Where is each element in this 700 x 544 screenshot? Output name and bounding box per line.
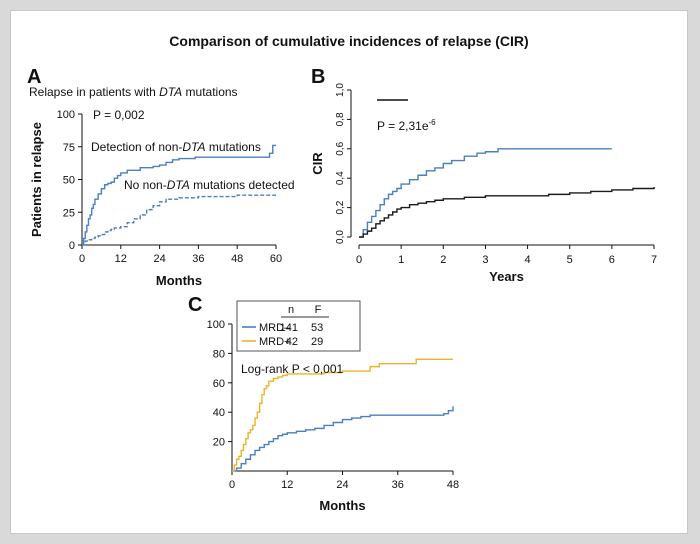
chart-a-y-tick-label: 25 [63,207,75,219]
chart-a-annotation-detected: Detection of non-DTA mutations [91,140,261,154]
chart-c-pvalue: Log-rank P < 0,001 [241,362,344,376]
chart-a-y-tick-label: 50 [63,175,75,187]
chart-a-x-tick-label: 48 [231,253,243,265]
chart-c-x-label: Months [319,498,365,513]
chart-c-legend-box [236,300,361,352]
chart-c-y-tick-label: 40 [213,407,225,419]
chart-a-x-tick-label: 60 [270,253,282,265]
chart-b: B 0,0 0,2 0,4 0,6 0,8 1,0 0 1 2 3 4 5 6 7 Years CIR P = 2… [310,66,657,284]
chart-c-y-tick-label: 100 [207,319,225,331]
chart-c-x-tick-label: 36 [392,479,404,491]
chart-c-series-mrd-neg [232,406,454,472]
panel-label-a: A [27,66,41,88]
chart-a-series-non-dta-detected [82,144,276,246]
chart-c-y-tick-label: 20 [213,437,225,449]
chart-b-x-tick-label: 3 [482,254,488,266]
chart-b-x-tick-label: 4 [525,254,531,266]
chart-a-x-tick-label: 24 [153,253,165,265]
chart-c-x-tick-label: 12 [281,479,293,491]
chart-b-x-tick-label: 0 [356,254,362,266]
chart-c-legend-n: 42 [286,336,298,348]
chart-b-y-label: CIR [310,152,325,175]
chart-c-series-mrd-pos [232,358,453,472]
chart-c-legend-header-n: n [288,304,294,316]
chart-a-x-tick-label: 12 [115,253,127,265]
chart-b-y-tick-label: 0,0 [335,230,346,244]
chart-a-y-tick-label: 100 [57,109,75,121]
chart-c-y-tick-label: 60 [213,378,225,390]
chart-b-x-tick-label: 6 [609,254,615,266]
figure-title: Comparison of cumulative incidences of r… [169,33,529,49]
chart-a-y-tick-label: 0 [69,240,75,252]
chart-b-y-tick-label: 0,8 [335,112,346,126]
chart-a-x-tick-label: 36 [192,253,204,265]
chart-c-legend-label: MRD– [259,322,291,334]
panel-label-b: B [311,66,325,88]
chart-c: C 20 40 60 80 100 0 12 24 36 48 Months n F MRD–141 53 MR… [188,294,459,513]
figure-panel: Comparison of cumulative incidences of r… [10,10,688,534]
chart-b-y-tick-label: 0,2 [335,200,346,214]
chart-a-x-tick-label: 0 [79,253,85,265]
chart-a-y-tick-label: 75 [63,142,75,154]
chart-c-legend-f: 29 [311,336,323,348]
chart-b-y-tick-label: 1,0 [335,83,346,97]
chart-c-x-tick-label: 0 [229,479,235,491]
chart-b-series-black [359,187,655,238]
chart-c-legend-n: 141 [280,322,298,334]
chart-b-x-tick-label: 1 [398,254,404,266]
chart-c-x-tick-label: 48 [447,479,459,491]
chart-c-legend-f: 53 [311,322,323,334]
chart-b-series-blue [359,148,612,238]
chart-c-y-tick-label: 80 [213,348,225,360]
panel-label-c: C [188,294,202,316]
chart-a-pvalue: P = 0,002 [93,108,145,122]
chart-a-title: Relapse in patients with DTA mutations [29,85,238,99]
chart-a-x-label: Months [156,273,202,288]
chart-a-y-label: Patients in relapse [29,122,44,237]
chart-c-x-tick-label: 24 [336,479,348,491]
chart-b-x-tick-label: 2 [440,254,446,266]
chart-a-annotation-not-detected: No non-DTA mutations detected [124,178,295,192]
chart-b-pvalue: P = 2,31e-6 [377,118,436,133]
chart-c-legend-label: MRD+ [259,336,290,348]
chart-b-x-label: Years [489,269,524,284]
chart-b-y-tick-label: 0,6 [335,141,346,155]
chart-c-legend-header-f: F [315,304,322,316]
chart-b-x-tick-label: 5 [567,254,573,266]
chart-a-series-no-non-dta [82,194,276,246]
chart-b-x-tick-label: 7 [651,254,657,266]
chart-c-legend: n F MRD–141 53 MRD+42 29 [236,300,361,352]
chart-b-y-tick-label: 0,4 [335,171,346,185]
